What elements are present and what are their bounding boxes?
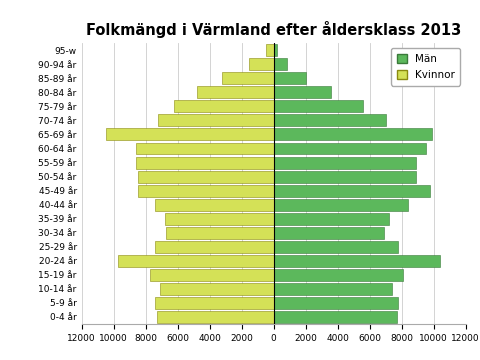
Bar: [274, 114, 385, 126]
Bar: [274, 227, 384, 239]
Bar: [274, 72, 306, 84]
Bar: [174, 100, 274, 112]
Bar: [106, 129, 274, 140]
Bar: [274, 100, 363, 112]
Bar: [157, 311, 274, 323]
Bar: [274, 86, 331, 98]
Title: Folkmängd i Värmland efter åldersklass 2013: Folkmängd i Värmland efter åldersklass 2…: [86, 21, 461, 38]
Bar: [274, 255, 440, 267]
Bar: [274, 44, 277, 56]
Bar: [274, 311, 397, 323]
Bar: [274, 283, 392, 295]
Bar: [150, 269, 274, 281]
Bar: [155, 241, 274, 253]
Bar: [167, 227, 274, 239]
Bar: [160, 283, 274, 295]
Bar: [274, 297, 398, 309]
Bar: [197, 86, 274, 98]
Bar: [274, 58, 287, 70]
Bar: [155, 297, 274, 309]
Bar: [274, 171, 416, 183]
Bar: [136, 157, 274, 168]
Bar: [165, 213, 274, 225]
Bar: [158, 114, 274, 126]
Bar: [155, 199, 274, 211]
Bar: [222, 72, 274, 84]
Bar: [274, 129, 432, 140]
Bar: [249, 58, 274, 70]
Bar: [274, 185, 431, 197]
Bar: [138, 185, 274, 197]
Bar: [119, 255, 274, 267]
Bar: [274, 213, 389, 225]
Bar: [266, 44, 274, 56]
Bar: [274, 143, 426, 154]
Legend: Män, Kvinnor: Män, Kvinnor: [391, 48, 460, 86]
Bar: [274, 199, 408, 211]
Bar: [274, 157, 416, 168]
Bar: [136, 143, 274, 154]
Bar: [138, 171, 274, 183]
Bar: [274, 241, 398, 253]
Bar: [274, 269, 403, 281]
